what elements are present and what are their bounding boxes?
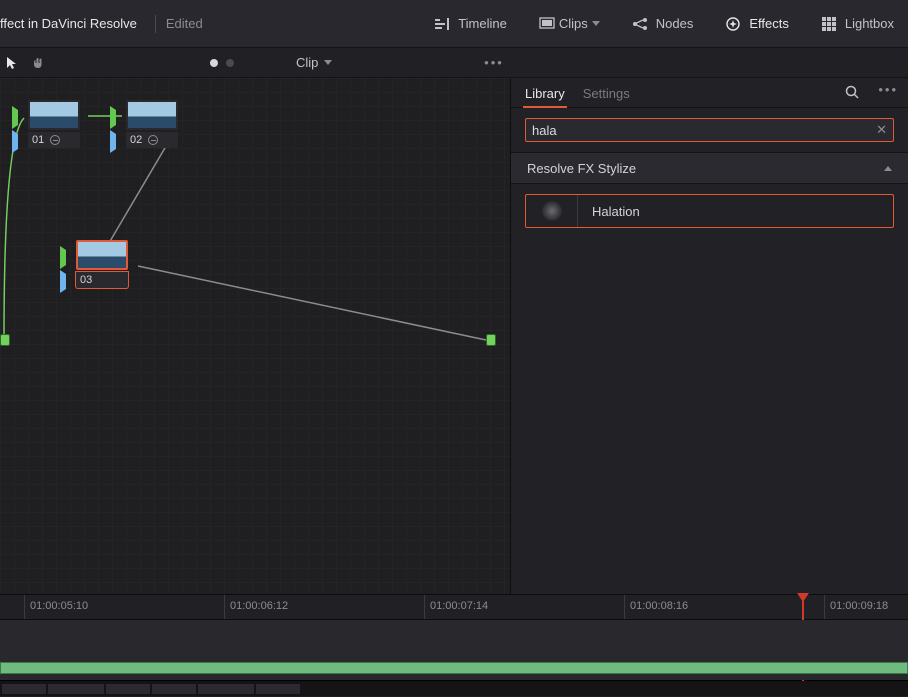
hand-icon bbox=[31, 56, 45, 70]
timeline-button[interactable]: Timeline bbox=[428, 0, 513, 48]
tick-label: 01:00:06:12 bbox=[230, 600, 288, 612]
fx-item-halation[interactable]: Halation bbox=[525, 194, 894, 228]
node-02[interactable]: 02 bbox=[118, 100, 186, 148]
page-nav-cell[interactable] bbox=[198, 684, 254, 694]
hand-tool[interactable] bbox=[28, 53, 48, 73]
title-divider bbox=[155, 15, 156, 33]
node-caption: 03 bbox=[76, 272, 128, 288]
node-toolbar: Clip ••• bbox=[0, 48, 908, 78]
category-label: Resolve FX Stylize bbox=[527, 161, 636, 176]
title-area: ffect in DaVinci Resolve Edited bbox=[0, 15, 203, 33]
panel-more-button[interactable]: ••• bbox=[878, 82, 898, 97]
node-indicator-icon bbox=[148, 135, 158, 145]
page-nav-cell[interactable] bbox=[152, 684, 196, 694]
pointer-icon bbox=[5, 56, 19, 70]
clips-button[interactable]: Clips bbox=[533, 0, 606, 48]
timeline-area: 01:00:05:10 01:00:06:12 01:00:07:14 01:0… bbox=[0, 594, 908, 696]
node-thumbnail bbox=[126, 100, 178, 130]
page-nav-cell[interactable] bbox=[48, 684, 104, 694]
node-edges bbox=[0, 78, 510, 594]
dot-indicator bbox=[226, 59, 234, 67]
search-field[interactable]: ✕ bbox=[525, 118, 894, 142]
clip-label: Clip bbox=[296, 55, 318, 70]
pointer-tool[interactable] bbox=[2, 53, 22, 73]
search-input[interactable] bbox=[532, 123, 876, 138]
clips-label: Clips bbox=[559, 16, 588, 31]
lightbox-icon bbox=[821, 16, 837, 32]
node-label: 02 bbox=[130, 134, 142, 146]
top-bar: ffect in DaVinci Resolve Edited Timeline… bbox=[0, 0, 908, 48]
page-dots[interactable] bbox=[210, 59, 234, 67]
track-area[interactable] bbox=[0, 620, 908, 680]
node-01[interactable]: 01 bbox=[20, 100, 88, 148]
effects-label: Effects bbox=[749, 16, 789, 31]
main-split: 01 02 03 bbox=[0, 78, 908, 594]
port-in-icon bbox=[12, 106, 18, 129]
timeline-icon bbox=[434, 16, 450, 32]
port-in-icon bbox=[60, 246, 66, 269]
more-button[interactable]: ••• bbox=[482, 55, 506, 70]
node-thumbnail bbox=[28, 100, 80, 130]
chevron-down-icon bbox=[324, 60, 332, 65]
output-endpoint[interactable] bbox=[486, 334, 496, 346]
topbar-buttons: Timeline Clips Nodes Effects Lightbox bbox=[428, 0, 908, 48]
timeline-ruler[interactable]: 01:00:05:10 01:00:06:12 01:00:07:14 01:0… bbox=[0, 594, 908, 620]
node-editor[interactable]: 01 02 03 bbox=[0, 78, 510, 594]
port-in-icon bbox=[110, 106, 116, 129]
chevron-up-icon bbox=[884, 166, 892, 171]
lightbox-button[interactable]: Lightbox bbox=[815, 0, 900, 48]
fx-label: Halation bbox=[578, 204, 640, 219]
page-nav-cell[interactable] bbox=[256, 684, 300, 694]
node-thumbnail bbox=[76, 240, 128, 270]
edited-status: Edited bbox=[166, 16, 203, 31]
tick-label: 01:00:08:16 bbox=[630, 600, 688, 612]
dot-indicator bbox=[210, 59, 218, 67]
nodes-label: Nodes bbox=[656, 16, 694, 31]
clip-dropdown[interactable]: Clip bbox=[296, 55, 332, 70]
library-tabs: Library Settings ••• bbox=[511, 78, 908, 108]
chevron-down-icon bbox=[592, 21, 600, 26]
node-label: 03 bbox=[80, 274, 92, 286]
library-panel: Library Settings ••• ✕ Resolve FX Styliz… bbox=[510, 78, 908, 594]
clips-icon bbox=[539, 16, 555, 32]
input-endpoint[interactable] bbox=[0, 334, 10, 346]
halation-preview-icon bbox=[542, 201, 562, 221]
tab-library[interactable]: Library bbox=[525, 86, 565, 107]
page-title: ffect in DaVinci Resolve bbox=[0, 16, 145, 31]
port-alpha-in-icon bbox=[60, 270, 66, 293]
search-icon bbox=[844, 84, 860, 100]
lightbox-label: Lightbox bbox=[845, 16, 894, 31]
timeline-label: Timeline bbox=[458, 16, 507, 31]
tick-label: 01:00:07:14 bbox=[430, 600, 488, 612]
effects-icon bbox=[725, 16, 741, 32]
nodes-icon bbox=[632, 16, 648, 32]
tick-label: 01:00:05:10 bbox=[30, 600, 88, 612]
clip-bar[interactable] bbox=[0, 662, 908, 674]
fx-swatch bbox=[526, 195, 578, 227]
node-caption: 01 bbox=[28, 132, 80, 148]
port-alpha-in-icon bbox=[110, 130, 116, 153]
effects-button[interactable]: Effects bbox=[719, 0, 795, 48]
node-label: 01 bbox=[32, 134, 44, 146]
node-caption: 02 bbox=[126, 132, 178, 148]
tab-settings[interactable]: Settings bbox=[583, 86, 630, 107]
port-alpha-in-icon bbox=[12, 130, 18, 153]
nodes-button[interactable]: Nodes bbox=[626, 0, 700, 48]
clear-search-icon[interactable]: ✕ bbox=[876, 122, 887, 138]
page-nav-cell[interactable] bbox=[2, 684, 46, 694]
search-row: ✕ bbox=[511, 108, 908, 152]
page-nav-cell[interactable] bbox=[106, 684, 150, 694]
category-header[interactable]: Resolve FX Stylize bbox=[511, 152, 908, 184]
tick-label: 01:00:09:18 bbox=[830, 600, 888, 612]
bottom-strip bbox=[0, 680, 908, 696]
search-button[interactable] bbox=[844, 84, 862, 102]
node-03[interactable]: 03 bbox=[68, 240, 136, 288]
node-indicator-icon bbox=[50, 135, 60, 145]
